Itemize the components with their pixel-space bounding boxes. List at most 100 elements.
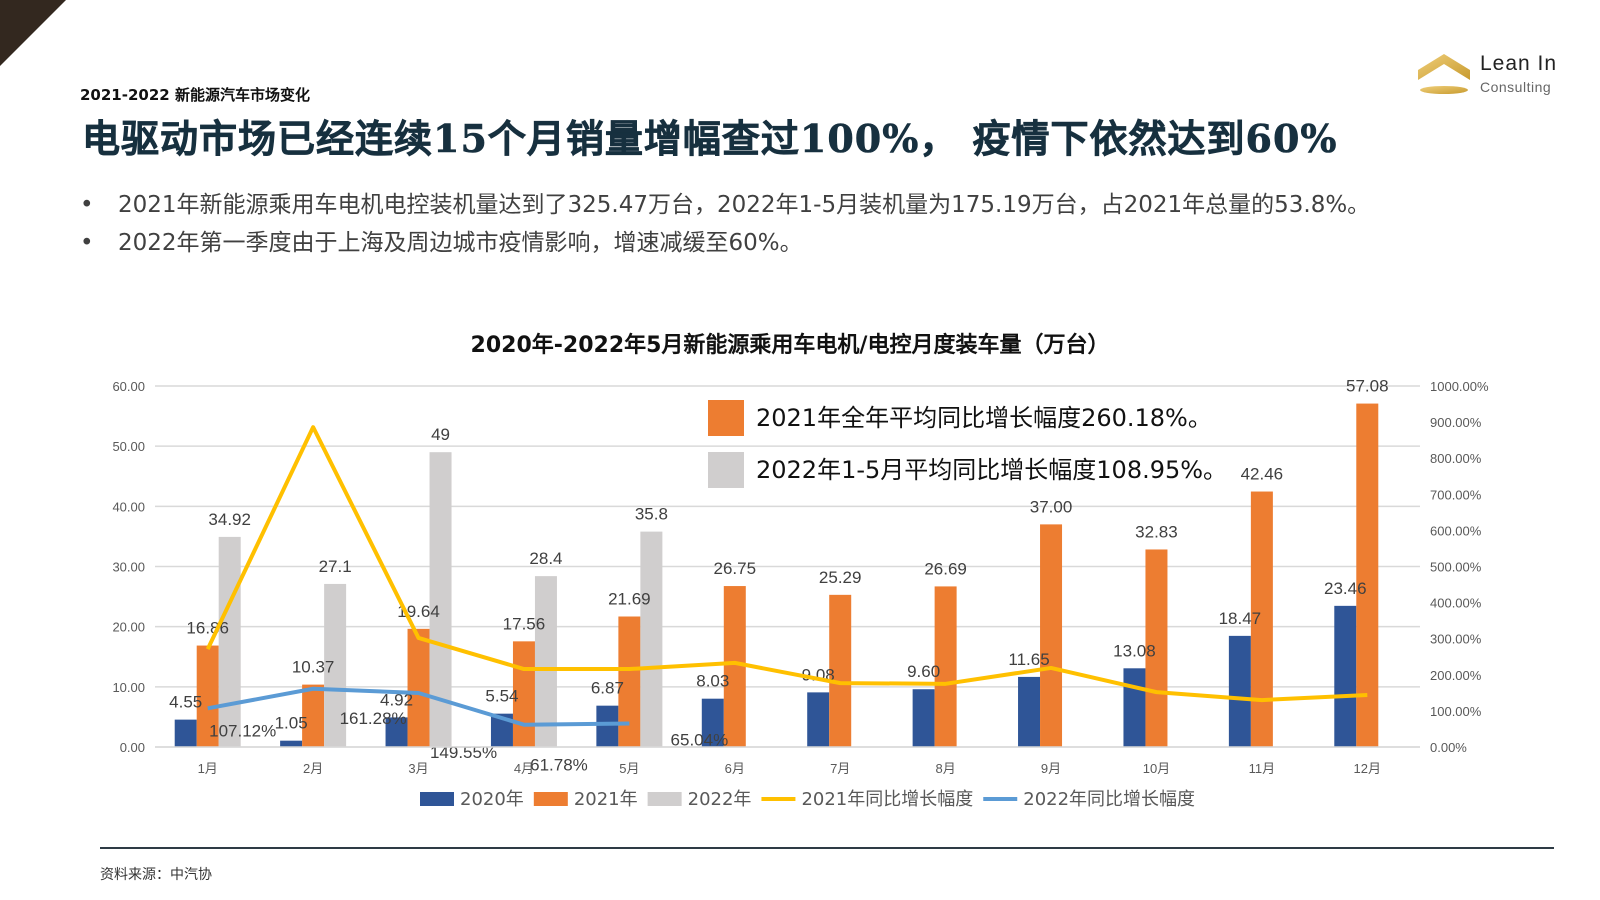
bar-2020年 bbox=[490, 713, 513, 747]
x-axis-tick-label: 10月 bbox=[1143, 761, 1170, 776]
bar-value-label: 26.69 bbox=[924, 559, 967, 578]
corner-decoration bbox=[0, 0, 66, 66]
house-roof-logo-icon bbox=[1418, 54, 1470, 94]
bar-value-label: 17.56 bbox=[503, 614, 546, 633]
right-axis-tick-label: 800.00% bbox=[1430, 451, 1482, 466]
bar-value-label: 5.54 bbox=[485, 687, 518, 706]
bar-2021年 bbox=[407, 628, 430, 747]
bar-2020年 bbox=[701, 698, 724, 747]
bar-value-label: 32.83 bbox=[1135, 522, 1178, 541]
x-axis-tick-label: 3月 bbox=[408, 761, 428, 776]
bar-value-label: 11.65 bbox=[1008, 650, 1049, 669]
x-axis-tick-label: 6月 bbox=[725, 761, 745, 776]
annotation-swatch bbox=[708, 452, 744, 488]
x-axis-tick-label: 4月 bbox=[514, 761, 534, 776]
bar-2020年 bbox=[385, 717, 408, 747]
bar-value-label: 9.60 bbox=[907, 662, 940, 681]
legend-swatch bbox=[420, 792, 454, 806]
x-axis-tick-label: 5月 bbox=[619, 761, 639, 776]
bar-value-label: 21.69 bbox=[608, 589, 651, 608]
bar-2020年 bbox=[1018, 676, 1041, 747]
bar-value-label: 37.00 bbox=[1030, 497, 1073, 516]
growth-value-label: 61.78% bbox=[530, 756, 588, 775]
growth-value-label: 149.55% bbox=[430, 743, 497, 762]
bar-2020年 bbox=[596, 705, 619, 747]
growth-value-label: 65.04% bbox=[671, 731, 729, 750]
bar-2020年 bbox=[174, 719, 197, 747]
bar-value-label: 10.37 bbox=[292, 658, 335, 677]
bullet-item: 2021年新能源乘用车电机电控装机量达到了325.47万台，2022年1-5月装… bbox=[80, 186, 1370, 224]
line-2021年同比增长幅度 bbox=[205, 425, 1368, 703]
bar-2021年 bbox=[196, 645, 219, 747]
bar-2021年 bbox=[618, 616, 641, 747]
annotation-text: 2021年全年平均同比增长幅度260.18%。 bbox=[756, 404, 1212, 432]
bullet-list: 2021年新能源乘用车电机电控装机量达到了325.47万台，2022年1-5月装… bbox=[80, 186, 1370, 262]
bar-2022年 bbox=[429, 452, 452, 747]
bar-value-label: 23.46 bbox=[1324, 579, 1367, 598]
bar-2021年 bbox=[1040, 524, 1063, 747]
bar-value-label: 57.08 bbox=[1346, 377, 1389, 396]
bar-value-label: 1.05 bbox=[275, 714, 308, 733]
x-axis-tick-label: 12月 bbox=[1354, 761, 1381, 776]
left-axis-tick-label: 10.00 bbox=[112, 680, 145, 695]
bar-2021年 bbox=[302, 684, 325, 747]
left-axis-tick-label: 50.00 bbox=[112, 439, 145, 454]
legend-swatch bbox=[533, 792, 568, 806]
logo-name: Lean In bbox=[1480, 52, 1558, 75]
bar-2022年 bbox=[534, 576, 557, 747]
x-axis-tick-label: 11月 bbox=[1249, 761, 1276, 776]
bar-2022年 bbox=[218, 536, 241, 747]
growth-value-label: 161.28% bbox=[340, 709, 407, 728]
left-axis-tick-label: 40.00 bbox=[112, 499, 145, 514]
bar-2020年 bbox=[1228, 635, 1251, 747]
right-axis-tick-label: 500.00% bbox=[1430, 560, 1482, 575]
bar-2020年 bbox=[912, 689, 935, 747]
annotation-swatch bbox=[708, 400, 744, 436]
x-axis-tick-label: 2月 bbox=[303, 761, 323, 776]
chart: 2020年-2022年5月新能源乘用车电机/电控月度装车量（万台） 0.00 10.… bbox=[112, 332, 1489, 810]
right-axis-tick-label: 1000.00% bbox=[1430, 379, 1489, 394]
left-axis-tick-label: 30.00 bbox=[112, 560, 145, 575]
x-axis-tick-label: 1月 bbox=[198, 761, 218, 776]
right-axis-tick-label: 0.00% bbox=[1430, 740, 1467, 755]
left-axis-tick-label: 0.00 bbox=[120, 740, 145, 755]
bar-value-label: 4.92 bbox=[380, 690, 413, 709]
right-axis-tick-label: 600.00% bbox=[1430, 523, 1482, 538]
page-headline: 电驱动市场已经连续15个月销量增幅查过100%， 疫情下依然达到60% bbox=[82, 116, 1338, 162]
annotation-text: 2022年1-5月平均同比增长幅度108.95%。 bbox=[756, 456, 1227, 484]
bullet-item: 2022年第一季度由于上海及周边城市疫情影响，增速减缓至60%。 bbox=[80, 224, 1370, 262]
bar-2020年 bbox=[1123, 668, 1146, 747]
line-2022年同比增长幅度 bbox=[207, 686, 630, 727]
logo-subname: Consulting bbox=[1480, 79, 1552, 95]
bar-value-label: 8.03 bbox=[696, 672, 729, 691]
bar-2021年 bbox=[723, 586, 746, 747]
chart-title: 2020年-2022年5月新能源乘用车电机/电控月度装车量（万台） bbox=[471, 332, 1110, 358]
bar-value-label: 49 bbox=[431, 425, 450, 444]
bar-value-label: 13.08 bbox=[1113, 641, 1156, 660]
bar-value-label: 4.55 bbox=[169, 693, 202, 712]
bar-value-label: 25.29 bbox=[819, 568, 862, 587]
right-axis-tick-label: 900.00% bbox=[1430, 415, 1482, 430]
bar-2020年 bbox=[280, 740, 303, 747]
right-axis-tick-label: 200.00% bbox=[1430, 668, 1482, 683]
left-axis-tick-label: 20.00 bbox=[112, 620, 145, 635]
bar-2022年 bbox=[324, 583, 347, 747]
x-axis-tick-label: 8月 bbox=[936, 761, 956, 776]
right-axis-tick-label: 300.00% bbox=[1430, 632, 1482, 647]
bar-2020年 bbox=[1334, 605, 1357, 747]
bar-2021年 bbox=[1145, 549, 1168, 747]
legend-label: 2021年同比增长幅度 bbox=[801, 789, 973, 810]
bar-value-label: 42.46 bbox=[1241, 465, 1284, 484]
right-axis-tick-label: 700.00% bbox=[1430, 487, 1482, 502]
legend-label: 2020年 bbox=[460, 789, 524, 810]
footer-divider bbox=[100, 847, 1554, 849]
bar-2021年 bbox=[829, 594, 852, 747]
bar-value-label: 18.47 bbox=[1219, 609, 1262, 628]
bar-2021年 bbox=[1250, 491, 1273, 747]
chart-container: 2020年-2022年5月新能源乘用车电机/电控月度装车量（万台） 0.00 10.… bbox=[0, 320, 1600, 840]
left-axis-tick-label: 60.00 bbox=[112, 379, 145, 394]
bar-value-label: 27.1 bbox=[319, 557, 352, 576]
right-axis-tick-label: 100.00% bbox=[1430, 704, 1482, 719]
legend-label: 2022年 bbox=[688, 789, 752, 810]
source-note: 资料来源：中汽协 bbox=[100, 867, 212, 883]
